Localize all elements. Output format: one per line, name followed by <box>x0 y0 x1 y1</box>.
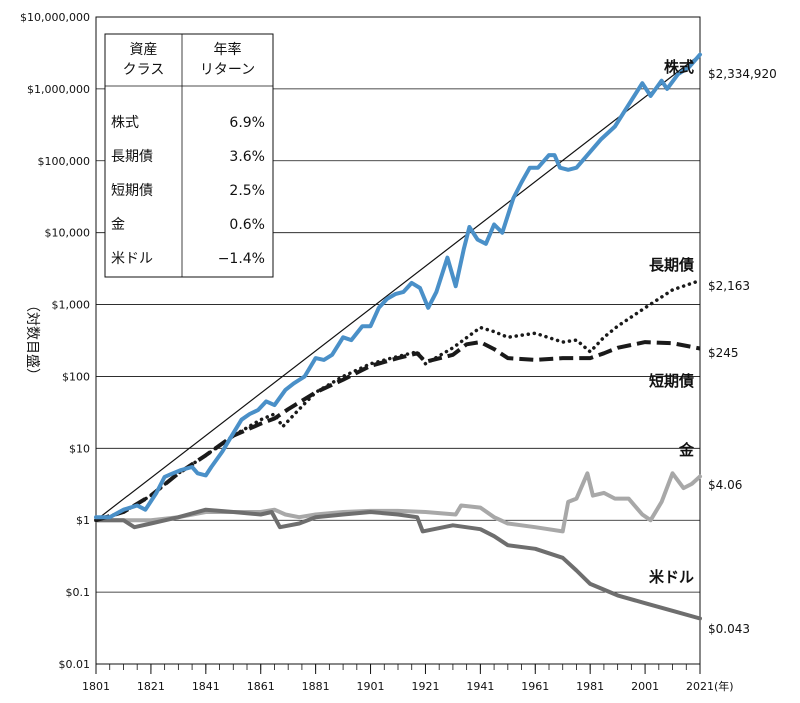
table-return-value: 6.9% <box>229 115 265 131</box>
series-lines <box>94 52 702 621</box>
table-header: 年率 <box>214 41 242 58</box>
y-tick-label: $0.1 <box>66 586 91 599</box>
x-tick-label: 1821 <box>137 680 165 693</box>
series-usd-end-value: $0.043 <box>708 622 750 636</box>
trend-line <box>95 54 701 521</box>
table-return-value: 0.6% <box>229 217 265 233</box>
x-tick-label: 1861 <box>247 680 275 693</box>
series-usd <box>94 507 702 621</box>
series-long-bonds-end-value: $2,163 <box>708 279 750 293</box>
x-axis: 1801 1821 1841 1861 1881 1901 1921 1941 1961 1981… <box>82 664 734 693</box>
series-gold <box>94 471 702 534</box>
x-tick-label: 2001 <box>631 680 659 693</box>
table-header: リターン <box>200 62 255 78</box>
x-tick-label: 1841 <box>192 680 220 693</box>
table-frame <box>104 33 274 278</box>
table-header: クラス <box>123 62 165 78</box>
series-gold-label: 金 <box>678 441 695 459</box>
series-stocks <box>94 52 702 520</box>
series-stocks-label: 株式 <box>664 58 694 76</box>
table-asset-name: 金 <box>111 217 125 233</box>
table-asset-name: 米ドル <box>111 251 153 267</box>
y-tick-label: $100,000 <box>38 155 91 168</box>
x-tick-label: 1881 <box>302 680 330 693</box>
series-stocks-end-value: $2,334,920 <box>708 67 777 81</box>
y-axis-label: （対数目盛） <box>24 298 40 382</box>
series-short-bills <box>95 340 701 523</box>
y-tick-label: $1,000 <box>52 299 91 312</box>
y-tick-label: $0.01 <box>59 658 91 671</box>
series-labels: 株式 $2,334,920 長期債 $2,163 短期債 $245 金 $4.06 米ドル $0.… <box>649 58 777 636</box>
series-gold-end-value: $4.06 <box>708 478 742 492</box>
x-tick-label: 2021 <box>686 680 714 693</box>
y-tick-label: $100 <box>62 370 90 383</box>
x-tick-label: 1901 <box>357 680 385 693</box>
x-tick-label: 1921 <box>411 680 439 693</box>
y-tick-labels: $10,000,000 $1,000,000 $100,000 $10,000 $1,0… <box>20 11 90 671</box>
y-tick-label: $1 <box>76 514 90 527</box>
x-tick-label: 1961 <box>521 680 549 693</box>
x-tick-label: 1981 <box>576 680 604 693</box>
x-tick-label: 1941 <box>466 680 494 693</box>
table-return-value: 3.6% <box>229 149 265 165</box>
y-tick-label: $1,000,000 <box>27 83 90 96</box>
table-asset-name: 長期債 <box>111 149 153 165</box>
x-unit-label: (年) <box>714 679 734 693</box>
table-asset-name: 短期債 <box>111 183 153 199</box>
series-long-bonds-label: 長期債 <box>649 256 694 274</box>
x-tick-label: 1801 <box>82 680 110 693</box>
y-tick-label: $10 <box>69 442 90 455</box>
series-long-bonds <box>94 278 702 522</box>
table-asset-name: 株式 <box>111 115 139 131</box>
table-return-value: 2.5% <box>229 183 265 199</box>
table-return-value: −1.4% <box>218 251 265 267</box>
series-usd-label: 米ドル <box>649 568 694 586</box>
y-tick-label: $10,000 <box>45 227 91 240</box>
y-tick-label: $10,000,000 <box>20 11 90 24</box>
series-short-bills-end-value: $245 <box>708 346 739 360</box>
series-short-bills-label: 短期債 <box>649 372 694 390</box>
table-header: 資産 <box>130 42 158 58</box>
